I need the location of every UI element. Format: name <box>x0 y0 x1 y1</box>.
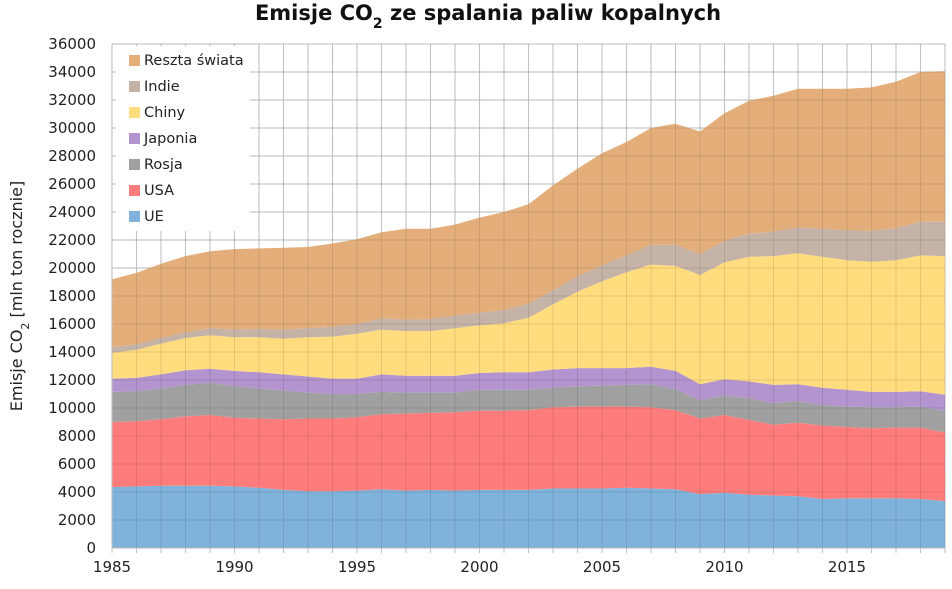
y-tick-label: 8000 <box>58 427 96 445</box>
legend: Reszta świata Indie Chiny Japonia Rosja USA UE <box>116 46 250 231</box>
area-chiny <box>112 253 945 395</box>
y-tick-label: 6000 <box>58 455 96 473</box>
legend-label: Indie <box>144 79 180 95</box>
y-tick-label: 14000 <box>48 343 96 361</box>
y-tick-label: 30000 <box>48 119 96 137</box>
legend-item-japonia: Japonia <box>129 131 197 147</box>
x-tick-label: 1990 <box>215 558 253 576</box>
x-tick-labels: 1985 1990 1995 2000 2005 2010 2015 <box>93 558 866 576</box>
legend-swatch <box>129 107 140 118</box>
area-usa <box>112 406 945 502</box>
legend-item-ue: UE <box>129 209 164 225</box>
x-tick-label: 2000 <box>460 558 498 576</box>
axes <box>111 44 946 553</box>
y-tick-label: 22000 <box>48 231 96 249</box>
legend-swatch <box>129 81 140 92</box>
legend-swatch <box>129 55 140 66</box>
y-tick-label: 34000 <box>48 63 96 81</box>
legend-label: UE <box>144 209 164 225</box>
y-tick-label: 10000 <box>48 399 96 417</box>
x-tick-label: 2005 <box>583 558 621 576</box>
x-tick-label: 1995 <box>338 558 376 576</box>
y-tick-label: 18000 <box>48 287 96 305</box>
area-ue <box>112 485 945 548</box>
chart-title: Emisje CO2 ze spalania paliw kopalnych <box>255 1 721 32</box>
area-reszta-wiata <box>112 71 945 348</box>
y-tick-label: 36000 <box>48 35 96 53</box>
legend-swatch <box>129 159 140 170</box>
x-tick-label: 2015 <box>828 558 866 576</box>
y-tick-label: 28000 <box>48 147 96 165</box>
area-japonia <box>112 366 945 411</box>
legend-label: Chiny <box>144 105 186 121</box>
legend-label: Rosja <box>144 157 183 173</box>
area-indie <box>112 221 945 353</box>
y-tick-label: 0 <box>86 539 96 557</box>
y-tick-label: 2000 <box>58 511 96 529</box>
y-tick-labels: 0 2000 4000 6000 8000 10000 12000 14000 16000 180… <box>48 35 96 557</box>
x-tick-label: 2010 <box>705 558 743 576</box>
legend-item-reszta-wiata: Reszta świata <box>129 53 244 69</box>
legend-item-rosja: Rosja <box>129 157 183 173</box>
area-series <box>112 71 945 548</box>
y-axis-title: Emisje CO2 [mln ton rocznie] <box>7 181 32 411</box>
y-tick-label: 12000 <box>48 371 96 389</box>
legend-item-indie: Indie <box>129 79 180 95</box>
legend-swatch <box>129 211 140 222</box>
y-tick-label: 4000 <box>58 483 96 501</box>
legend-label: Reszta świata <box>144 53 244 69</box>
legend-label: USA <box>144 183 174 199</box>
y-tick-label: 16000 <box>48 315 96 333</box>
legend-item-chiny: Chiny <box>129 105 186 121</box>
legend-swatch <box>129 185 140 196</box>
y-tick-label: 24000 <box>48 203 96 221</box>
legend-swatch <box>129 133 140 144</box>
y-tick-label: 20000 <box>48 259 96 277</box>
y-tick-label: 32000 <box>48 91 96 109</box>
legend-item-usa: USA <box>129 183 174 199</box>
area-rosja <box>112 382 945 433</box>
x-tick-label: 1985 <box>93 558 131 576</box>
y-tick-label: 26000 <box>48 175 96 193</box>
legend-label: Japonia <box>143 131 197 147</box>
